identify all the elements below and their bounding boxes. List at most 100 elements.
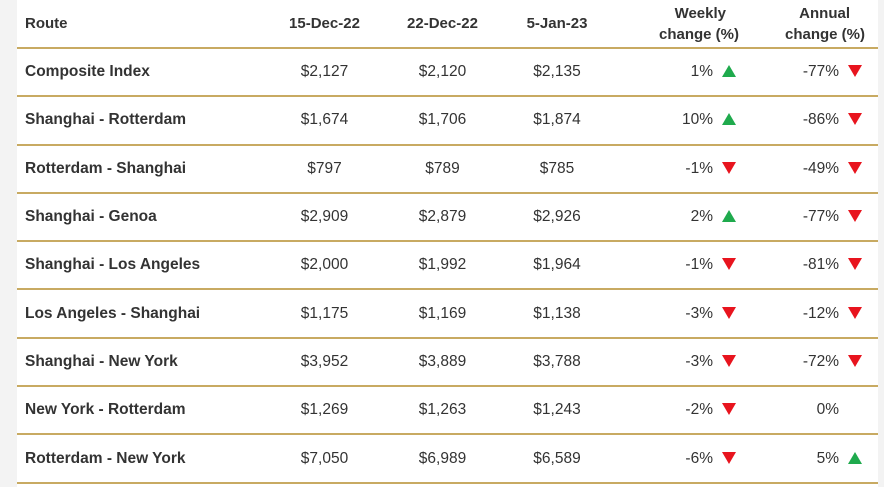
arrow-down-icon: [848, 210, 862, 223]
arrow-down-icon: [722, 451, 736, 464]
table-row: Composite Index $2,127 $2,120 $2,135 1% -77%: [17, 48, 878, 98]
weekly-change: -2%: [620, 386, 752, 436]
rate-22-dec-22: $789: [391, 144, 494, 194]
arrow-down-icon: [722, 161, 736, 174]
arrow-down-icon: [848, 306, 862, 319]
weekly-change: -1%: [620, 241, 752, 291]
weekly-change: 1%: [620, 48, 752, 98]
route-name: Shanghai - Rotterdam: [17, 96, 258, 146]
header-weekly-change: Weekly change (%): [620, 0, 752, 49]
weekly-change: -6%: [620, 434, 752, 484]
header-date-2: 22-Dec-22: [391, 0, 494, 49]
route-name: Shanghai - New York: [17, 337, 258, 388]
rate-22-dec-22: $2,120: [391, 48, 494, 98]
weekly-change-value: -3%: [685, 352, 713, 370]
table-row: Shanghai - Los Angeles $2,000 $1,992 $1,964…: [17, 241, 878, 291]
header-annual-line1: Annual: [799, 4, 850, 22]
rate-15-dec-22: $1,674: [258, 96, 391, 146]
weekly-change-value: -1%: [685, 159, 713, 177]
arrow-up-icon: [722, 65, 736, 78]
arrow-down-icon: [848, 161, 862, 174]
weekly-change: 2%: [620, 192, 752, 243]
annual-change: -49%: [752, 144, 878, 194]
weekly-change: -3%: [620, 337, 752, 388]
rate-15-dec-22: $3,952: [258, 337, 391, 388]
table-row: Los Angeles - Shanghai $1,175 $1,169 $1,138…: [17, 289, 878, 339]
rate-5-jan-23: $1,138: [494, 289, 620, 339]
header-weekly-line2: change (%): [658, 25, 739, 43]
weekly-change: 10%: [620, 96, 752, 146]
rate-22-dec-22: $1,263: [391, 386, 494, 436]
route-name: Shanghai - Los Angeles: [17, 241, 258, 291]
annual-change-value: -12%: [802, 304, 839, 322]
rate-22-dec-22: $3,889: [391, 337, 494, 388]
table-row: Rotterdam - Shanghai $797 $789 $785 -1% -49%: [17, 144, 878, 194]
weekly-change-value: -2%: [685, 401, 713, 419]
arrow-up-icon: [722, 113, 736, 126]
table-row: Shanghai - Rotterdam $1,674 $1,706 $1,874 10…: [17, 96, 878, 146]
weekly-change-value: -6%: [685, 449, 713, 467]
rate-15-dec-22: $2,909: [258, 192, 391, 243]
route-name: New York - Rotterdam: [17, 386, 258, 436]
annual-change: -86%: [752, 96, 878, 146]
route-name: Los Angeles - Shanghai: [17, 289, 258, 339]
freight-rates-table: Route 15-Dec-22 22-Dec-22 5-Jan-23 Weekl…: [17, 0, 878, 484]
route-name: Rotterdam - New York: [17, 434, 258, 484]
annual-change-value: -77%: [802, 63, 839, 81]
rate-22-dec-22: $2,879: [391, 192, 494, 243]
table-row: Rotterdam - New York $7,050 $6,989 $6,589 -6…: [17, 434, 878, 484]
rate-5-jan-23: $1,964: [494, 241, 620, 291]
weekly-change-value: -1%: [685, 256, 713, 274]
header-annual-line2: change (%): [784, 25, 865, 43]
arrow-down-icon: [848, 354, 862, 367]
rate-5-jan-23: $2,135: [494, 48, 620, 98]
annual-change: -81%: [752, 241, 878, 291]
arrow-down-icon: [848, 65, 862, 78]
arrow-down-icon: [722, 403, 736, 416]
weekly-change: -1%: [620, 144, 752, 194]
annual-change: -72%: [752, 337, 878, 388]
arrow-up-icon: [848, 451, 862, 464]
route-name: Rotterdam - Shanghai: [17, 144, 258, 194]
annual-change: 5%: [752, 434, 878, 484]
rate-15-dec-22: $7,050: [258, 434, 391, 484]
rate-5-jan-23: $785: [494, 144, 620, 194]
annual-change-value: 5%: [816, 449, 839, 467]
header-weekly-line1: Weekly: [674, 4, 726, 22]
rate-5-jan-23: $1,874: [494, 96, 620, 146]
rate-15-dec-22: $1,175: [258, 289, 391, 339]
annual-change: 0%: [752, 386, 878, 436]
annual-change-value: -49%: [802, 159, 839, 177]
rate-15-dec-22: $2,127: [258, 48, 391, 98]
rate-15-dec-22: $797: [258, 144, 391, 194]
rate-22-dec-22: $1,706: [391, 96, 494, 146]
annual-change: -12%: [752, 289, 878, 339]
rate-15-dec-22: $2,000: [258, 241, 391, 291]
rate-22-dec-22: $6,989: [391, 434, 494, 484]
annual-change-value: -86%: [802, 111, 839, 129]
rates-table-panel: Route 15-Dec-22 22-Dec-22 5-Jan-23 Weekl…: [17, 0, 878, 487]
weekly-change-value: -3%: [685, 304, 713, 322]
arrow-down-icon: [722, 258, 736, 271]
weekly-change-value: 2%: [690, 208, 713, 226]
rate-15-dec-22: $1,269: [258, 386, 391, 436]
header-route: Route: [17, 0, 258, 49]
route-name: Composite Index: [17, 48, 258, 98]
table-row: New York - Rotterdam $1,269 $1,263 $1,243 -2…: [17, 386, 878, 436]
rate-5-jan-23: $2,926: [494, 192, 620, 243]
annual-change: -77%: [752, 192, 878, 243]
table-row: Shanghai - New York $3,952 $3,889 $3,788 -3%…: [17, 337, 878, 388]
rate-22-dec-22: $1,169: [391, 289, 494, 339]
annual-change: -77%: [752, 48, 878, 98]
annual-change-value: -81%: [802, 256, 839, 274]
rate-5-jan-23: $6,589: [494, 434, 620, 484]
arrow-down-icon: [722, 354, 736, 367]
arrow-down-icon: [848, 258, 862, 271]
weekly-change: -3%: [620, 289, 752, 339]
arrow-down-icon: [848, 113, 862, 126]
header-row: Route 15-Dec-22 22-Dec-22 5-Jan-23 Weekl…: [17, 0, 878, 49]
weekly-change-value: 10%: [681, 111, 713, 129]
header-annual-change: Annual change (%): [752, 0, 878, 49]
annual-change-value: -77%: [802, 208, 839, 226]
arrow-up-icon: [722, 210, 736, 223]
